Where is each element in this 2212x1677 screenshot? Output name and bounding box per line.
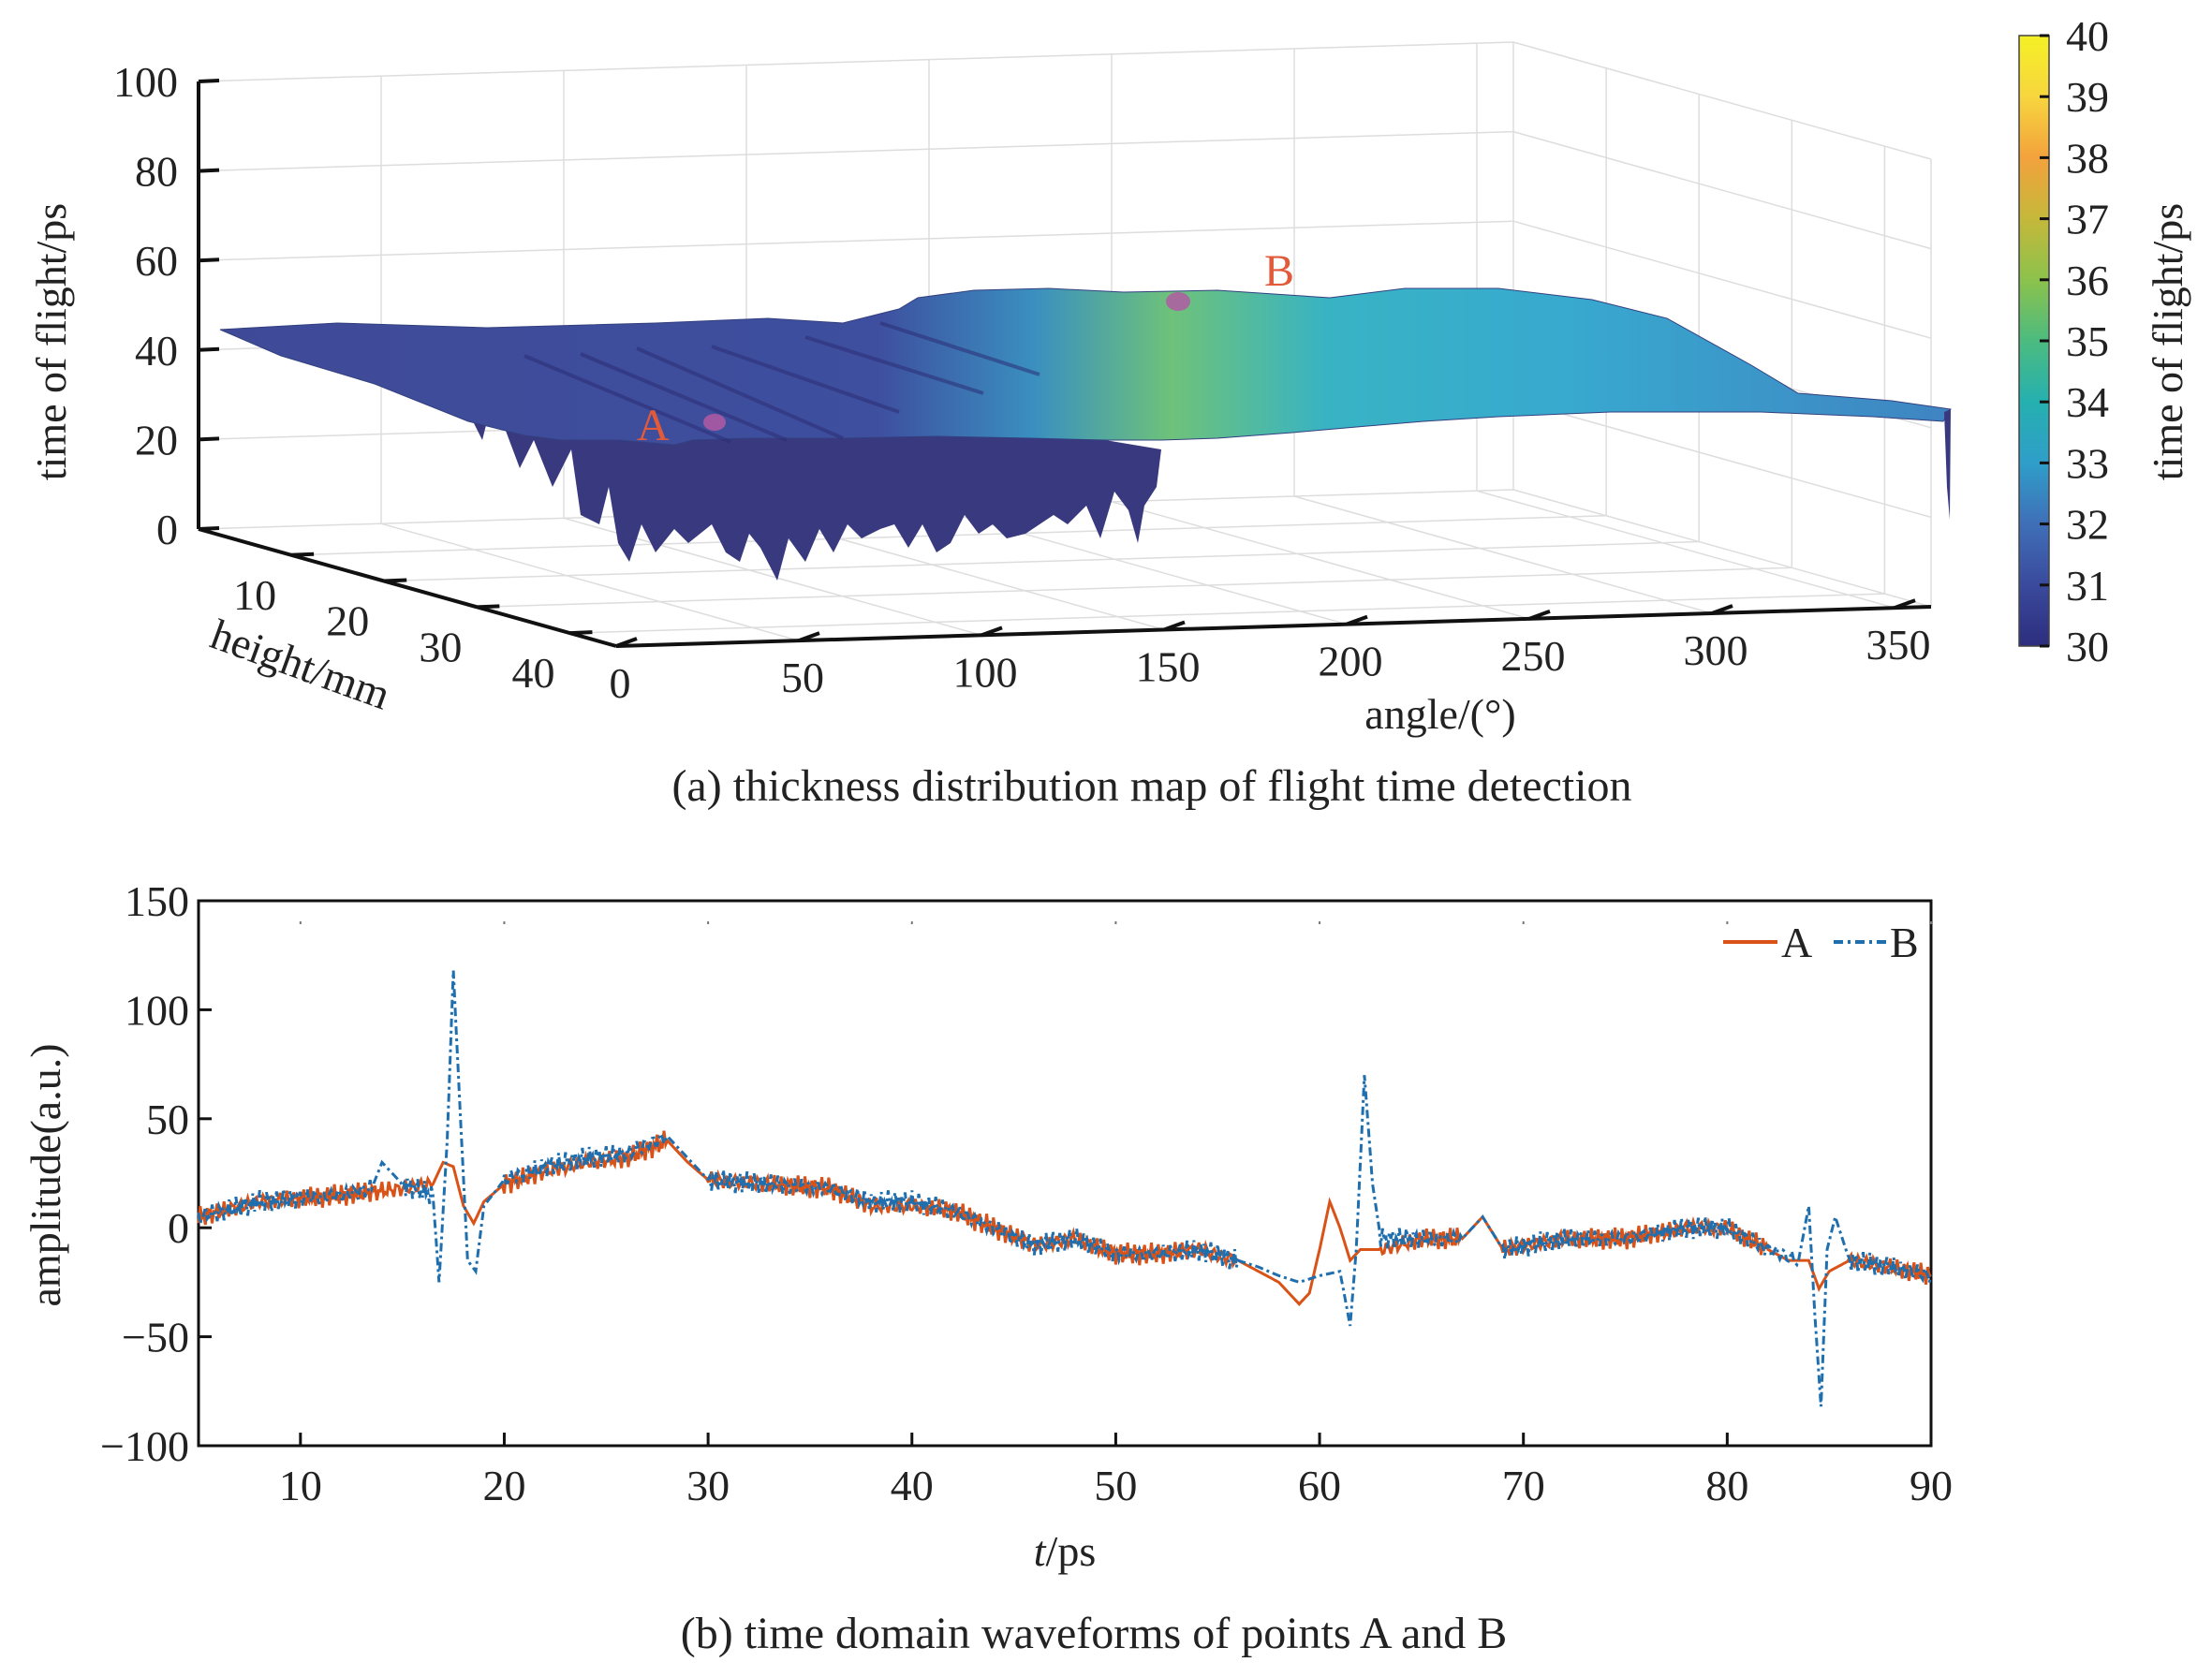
legend-a-label: A [1781, 919, 1812, 966]
a-gridline-y [569, 146, 1886, 634]
b-lines [197, 970, 1933, 1407]
a-x-tick-label: 200 [1319, 638, 1383, 685]
colorbar-tick-label: 32 [2066, 501, 2109, 549]
surface-top [219, 287, 1952, 446]
a-x-tick-label: 250 [1501, 632, 1566, 680]
colorbar-label: time of flight/ps [2144, 203, 2191, 480]
b-ticks: 10 20 30 40 50 60 70 80 90 150 100 50 0 −50 −100 [100, 877, 1953, 1509]
a-z-tick-label: 0 [156, 506, 178, 553]
a-x-tick [1711, 604, 1733, 615]
b-ylabel: amplitude(a.u.) [22, 1043, 69, 1306]
a-x-tick-label: 350 [1866, 621, 1931, 669]
a-z-tick [198, 526, 220, 531]
a-z-tick [198, 346, 220, 352]
series-line-B [197, 970, 1933, 1407]
b-xlabel: t/ps [1034, 1527, 1096, 1575]
legend-b-label: B [1890, 919, 1919, 966]
surface-ridges [524, 321, 1040, 444]
colorbar-ticks: 30 31 32 33 34 35 36 37 38 39 40 [2040, 12, 2109, 670]
a-z-tick-label: 20 [135, 416, 178, 463]
colorbar-tick-label: 35 [2066, 317, 2109, 365]
a-y-tick [291, 552, 315, 557]
b-xlabel-t: t [1034, 1527, 1047, 1575]
colorbar-tick-label: 38 [2066, 134, 2109, 182]
colorbar-tick-label: 40 [2066, 12, 2109, 60]
a-x-tick-label: 0 [610, 659, 631, 707]
a-y-tick-label: 30 [419, 623, 462, 670]
caption-b: (b) time domain waveforms of points A an… [681, 1609, 1508, 1658]
a-x-tick-label: 300 [1684, 626, 1748, 674]
a-y-tick-label: 20 [326, 597, 369, 645]
b-y-tick-label: −100 [100, 1422, 189, 1470]
a-z-tick [198, 168, 220, 173]
b-x-tick-label: 90 [1910, 1462, 1953, 1509]
a-y-axis [198, 527, 617, 648]
point-b-marker [1166, 292, 1190, 311]
a-axes: 0 20 40 60 80 100 10 20 30 40 0 50 100 150 200 250 300 35… [113, 58, 1932, 707]
a-y-tick-label: 40 [511, 649, 554, 697]
panel-a: A B 0 20 40 60 80 100 10 20 30 40 0 50 100 150 200 250 3… [27, 12, 2191, 811]
point-b-label: B [1264, 246, 1294, 296]
b-x-tick-label: 10 [279, 1462, 322, 1509]
a-x-tick [1163, 620, 1186, 632]
a-x-tick [981, 625, 1003, 638]
a-z-tick [198, 436, 220, 442]
b-y-tick-label: 150 [125, 877, 189, 925]
a-gridline-z [198, 41, 1932, 160]
a-x-tick [615, 637, 638, 648]
a-x-tick-label: 50 [781, 654, 824, 701]
series-line-A [197, 1130, 1932, 1306]
point-a-label: A [637, 401, 670, 450]
b-x-tick-label: 50 [1094, 1462, 1137, 1509]
b-x-tick-label: 20 [482, 1462, 525, 1509]
a-z-tick [198, 257, 220, 263]
a-y-tick [569, 630, 593, 636]
b-x-tick-label: 30 [686, 1462, 730, 1509]
a-gridline-z [198, 130, 1932, 250]
colorbar-tick-label: 39 [2066, 73, 2109, 121]
a-xlabel: angle/(°) [1364, 690, 1515, 738]
surface-edge-spike [1944, 409, 1951, 520]
a-z-tick-label: 40 [135, 327, 178, 375]
legend: A B [1723, 919, 1919, 966]
caption-a: (a) thickness distribution map of flight… [671, 761, 1631, 811]
a-z-tick-label: 80 [135, 148, 178, 196]
b-plot-frame [197, 899, 1933, 1448]
point-a-marker [703, 414, 726, 431]
colorbar-tick-label: 30 [2066, 623, 2109, 670]
a-y-tick-label: 10 [233, 571, 276, 619]
a-gridline-y [384, 94, 1700, 582]
colorbar-tick-label: 33 [2066, 439, 2109, 487]
a-grid [198, 41, 1932, 647]
a-x-tick-label: 100 [953, 648, 1018, 696]
b-x-tick-label: 70 [1502, 1462, 1545, 1509]
panel-b: 10 20 30 40 50 60 70 80 90 150 100 50 0 −50 −100 A B a… [22, 877, 1953, 1658]
b-xlabel-unit: /ps [1046, 1527, 1097, 1575]
a-x-tick [1528, 609, 1551, 621]
a-zlabel: time of flight/ps [27, 203, 75, 480]
b-y-tick-label: −50 [122, 1314, 189, 1361]
b-x-tick-label: 60 [1298, 1462, 1341, 1509]
b-x-tick-label: 40 [891, 1462, 934, 1509]
colorbar-tick-label: 31 [2066, 562, 2109, 610]
b-x-tick-label: 80 [1705, 1462, 1748, 1509]
b-y-tick-label: 0 [168, 1204, 189, 1252]
a-x-tick [798, 631, 820, 643]
a-x-tick [1894, 598, 1916, 610]
a-x-tick [1346, 614, 1368, 626]
colorbar-tick-label: 36 [2066, 257, 2109, 304]
b-y-tick-label: 100 [125, 986, 189, 1034]
colorbar-tick-label: 37 [2066, 196, 2109, 243]
a-z-tick-label: 60 [135, 237, 178, 285]
a-x-tick-label: 150 [1136, 643, 1201, 691]
a-z-tick-label: 100 [113, 58, 178, 106]
b-y-tick-label: 50 [146, 1096, 189, 1143]
a-y-tick [477, 604, 500, 610]
colorbar-tick-label: 34 [2066, 378, 2109, 426]
a-gridline-y [477, 120, 1793, 609]
